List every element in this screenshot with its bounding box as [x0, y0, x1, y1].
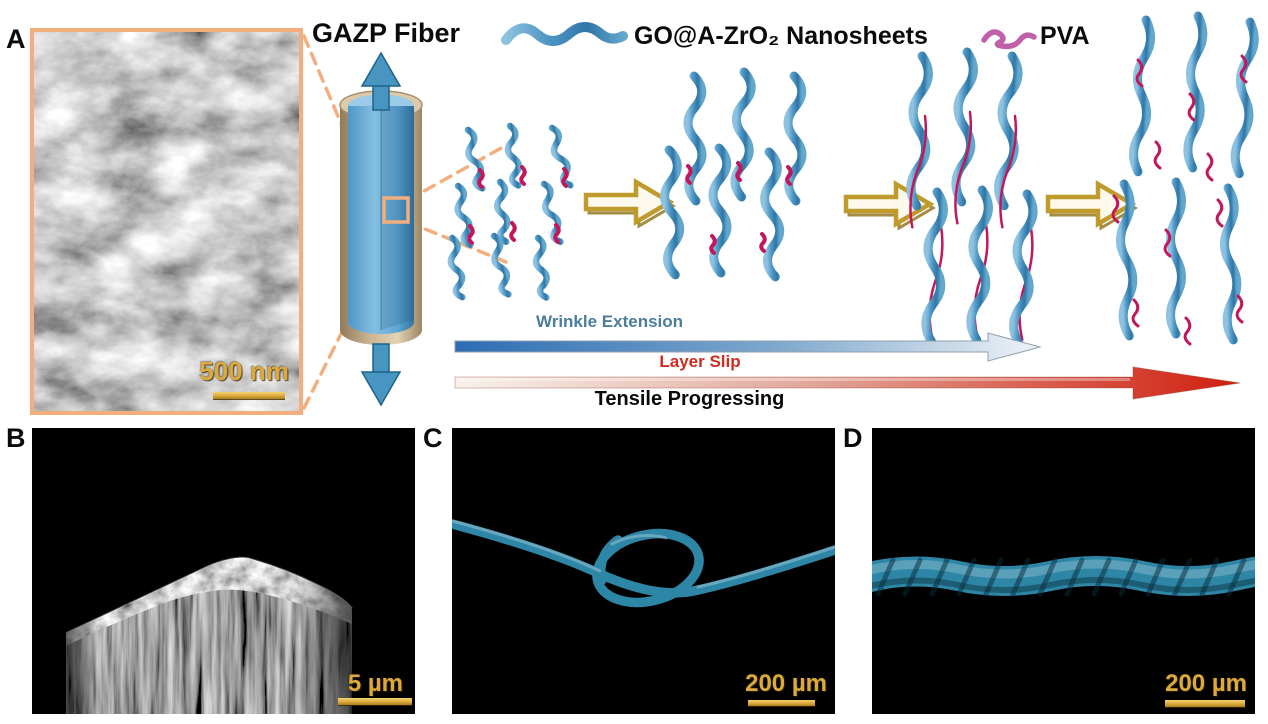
tension-up-arrow-icon: [360, 51, 402, 111]
gazp-fiber-title: GAZP Fiber: [312, 18, 461, 48]
stage-arrow-icon-1: [583, 178, 676, 229]
panel-c-scale-label: 200 µm: [745, 670, 827, 697]
twist-stripes: [875, 557, 1247, 597]
pva-icon: [984, 32, 1034, 46]
legend-pva-label: PVA: [1040, 22, 1090, 50]
panel-b-scale-bar: [338, 698, 412, 705]
panel-b-sem-image: 5 µm: [32, 428, 415, 714]
panel-d-label: D: [843, 423, 863, 453]
panel-a-sem-image: 500 nm: [30, 28, 303, 415]
panel-d-scale-label: 200 µm: [1165, 670, 1247, 697]
panel-d-sem-image: 200 µm: [872, 428, 1255, 714]
sem-wrinkle-texture: [34, 32, 299, 411]
twisted-fiber-graphic: [872, 556, 1255, 597]
panel-d-scale-bar: [1165, 700, 1245, 707]
stage-1-wrinkled-nanosheets: [448, 126, 573, 299]
layer-slip-arrow-highlight: [460, 378, 1130, 381]
panel-c-sem-image: 200 µm: [452, 428, 835, 714]
fiber-cross-section-graphic: [65, 556, 353, 714]
panel-b-scale-label: 5 µm: [347, 670, 403, 697]
stage-2-extended-nanosheets: [663, 72, 802, 277]
layer-slip-label: Layer Slip: [659, 352, 741, 371]
legend-nanosheet-label: GO@A-ZrO₂ Nanosheets: [634, 22, 928, 50]
panel-b-label: B: [6, 423, 26, 453]
nanosheet-icon: [506, 27, 623, 41]
gazp-fiber-cylinder: [339, 90, 423, 345]
stage-arrow-icon-2: [843, 180, 936, 231]
wrinkle-extension-label: Wrinkle Extension: [535, 312, 684, 331]
panel-a-scale-bar: [213, 392, 285, 399]
stage-3-slipping-nanosheets: [907, 52, 1034, 344]
stage-4-separated-nanosheets: [1111, 16, 1255, 346]
zoom-dashed-connectors: [302, 34, 514, 410]
tension-down-arrow-icon: [360, 343, 402, 407]
panel-c-scale-bar: [748, 700, 815, 706]
knotted-fiber-graphic: [452, 519, 835, 608]
zoom-region-square: [382, 196, 410, 224]
tensile-progressing-label: Tensile Progressing: [594, 388, 785, 410]
stage-arrow-icon-3: [1045, 180, 1138, 231]
panel-a-scale-label: 500 nm: [199, 356, 289, 386]
panel-c-label: C: [423, 423, 443, 453]
panel-a-label: A: [6, 24, 26, 54]
